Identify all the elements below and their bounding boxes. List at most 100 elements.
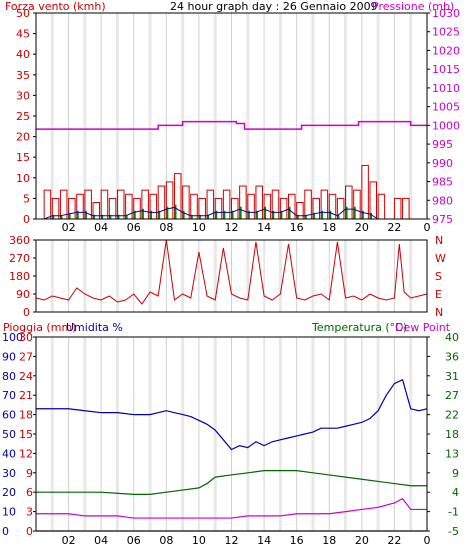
- tick-label-right: 990: [432, 157, 453, 170]
- tick-label-x: 16: [290, 534, 304, 547]
- tick-label-right: 985: [432, 176, 453, 189]
- wind-bar: [304, 214, 307, 219]
- wind-bar: [345, 206, 348, 219]
- wind-bar: [117, 214, 120, 219]
- wind-axis-label: Forza vento (kmh): [5, 0, 106, 13]
- tick-label-left: 270: [9, 252, 30, 265]
- rain-axis-label: Pioggia (mm): [3, 321, 76, 334]
- rain-tick-label: 24: [19, 370, 33, 383]
- humidity-tick-label: 100: [2, 331, 23, 344]
- temp-tick-label: -1: [448, 506, 459, 519]
- tick-label-right: 1000: [432, 119, 460, 132]
- tick-label-x: 04: [94, 221, 108, 234]
- plot-frame: [35, 239, 428, 313]
- wind-bar: [264, 206, 267, 219]
- humidity-tick-label: 0: [2, 525, 9, 538]
- dewpoint-axis-label: Dew Point: [395, 321, 451, 334]
- temperature-axis-label: Temperatura (°C): [311, 321, 407, 334]
- tick-label-x: 08: [159, 534, 173, 547]
- temp-tick-label: 18: [445, 428, 459, 441]
- wind-direction-line: [35, 239, 428, 305]
- pressure-line: [36, 120, 427, 130]
- wind-bar: [182, 210, 185, 219]
- wind-bar: [109, 214, 112, 219]
- humidity-tick-label: 70: [2, 389, 16, 402]
- tick-label-left: 90: [16, 288, 30, 301]
- wind-bar: [272, 210, 275, 219]
- rain-tick-label: 27: [19, 350, 33, 363]
- tick-label-left: 35: [16, 69, 30, 82]
- tick-label-left: 30: [16, 89, 30, 102]
- rain-tick-label: 12: [19, 447, 33, 460]
- wind-bar: [190, 214, 193, 219]
- wind-bar: [247, 210, 250, 219]
- tick-label-right: 1030: [432, 7, 460, 20]
- tick-label-x: 06: [127, 221, 141, 234]
- humidity-tick-label: 10: [2, 506, 16, 519]
- tick-label-x: 16: [290, 221, 304, 234]
- tick-label-x: 06: [127, 534, 141, 547]
- wind-average-line: [36, 206, 379, 220]
- rain-tick-label: 3: [26, 506, 33, 519]
- tick-label-x: 20: [355, 221, 369, 234]
- wind-bar: [353, 206, 356, 219]
- wind-bar: [215, 210, 218, 219]
- tick-label-left: 10: [16, 172, 30, 185]
- wind-bar: [68, 212, 71, 219]
- temp-tick-label: -5: [448, 525, 459, 538]
- tick-label-left: 0: [23, 306, 30, 319]
- tick-label-x: 22: [387, 221, 401, 234]
- direction-label: N: [435, 306, 443, 319]
- wind-bar: [223, 210, 226, 219]
- wind-bar: [150, 210, 153, 219]
- tick-label-x: 0: [424, 534, 431, 547]
- wind-bar: [141, 208, 144, 219]
- humidity-tick-label: 50: [2, 428, 16, 441]
- tick-label-left: 15: [16, 151, 30, 164]
- wind-bar: [321, 210, 324, 219]
- direction-label: S: [435, 270, 442, 283]
- humidity-tick-label: 60: [2, 409, 16, 422]
- tick-label-x: 12: [225, 534, 239, 547]
- tick-label-right: 1020: [432, 44, 460, 57]
- tick-label-x: 18: [322, 221, 336, 234]
- tick-label-x: 08: [159, 221, 173, 234]
- wind-bar: [280, 210, 283, 219]
- wind-bar: [52, 214, 55, 219]
- wind-bar: [361, 210, 364, 219]
- tick-label-x: 14: [257, 221, 271, 234]
- rain-tick-label: 15: [19, 428, 33, 441]
- temp-tick-label: 13: [445, 447, 459, 460]
- tick-label-x: 22: [387, 534, 401, 547]
- tick-label-right: 1010: [432, 82, 460, 95]
- wind-pressure-chart: 0510152025303540455097598098599099510001…: [16, 7, 460, 234]
- temp-tick-label: 27: [445, 389, 459, 402]
- rain-tick-label: 18: [19, 409, 33, 422]
- humidity-tick-label: 80: [2, 370, 16, 383]
- tick-label-x: 10: [192, 534, 206, 547]
- tick-label-left: 45: [16, 28, 30, 41]
- tick-label-x: 14: [257, 534, 271, 547]
- tick-label-right: 1025: [432, 26, 460, 39]
- wind-bar: [166, 206, 169, 219]
- humidity-tick-label: 30: [2, 467, 16, 480]
- tick-label-right: 995: [432, 138, 453, 151]
- tick-label-left: 40: [16, 48, 30, 61]
- rain-tick-label: 21: [19, 389, 33, 402]
- temp-tick-label: 31: [445, 370, 459, 383]
- temp-tick-label: 22: [445, 409, 459, 422]
- wind-bar: [133, 210, 136, 219]
- humidity-tick-label: 20: [2, 486, 16, 499]
- direction-label: E: [435, 288, 442, 301]
- wind-bar: [288, 206, 291, 219]
- tick-label-x: 10: [192, 221, 206, 234]
- wind-bar: [329, 210, 332, 219]
- tick-label-x: 20: [355, 534, 369, 547]
- tick-label-left: 5: [23, 192, 30, 205]
- pressure-axis-label: Pressione (mb): [372, 0, 454, 13]
- wind-bar: [60, 214, 63, 219]
- wind-bar: [231, 210, 234, 219]
- wind-bar: [312, 212, 315, 219]
